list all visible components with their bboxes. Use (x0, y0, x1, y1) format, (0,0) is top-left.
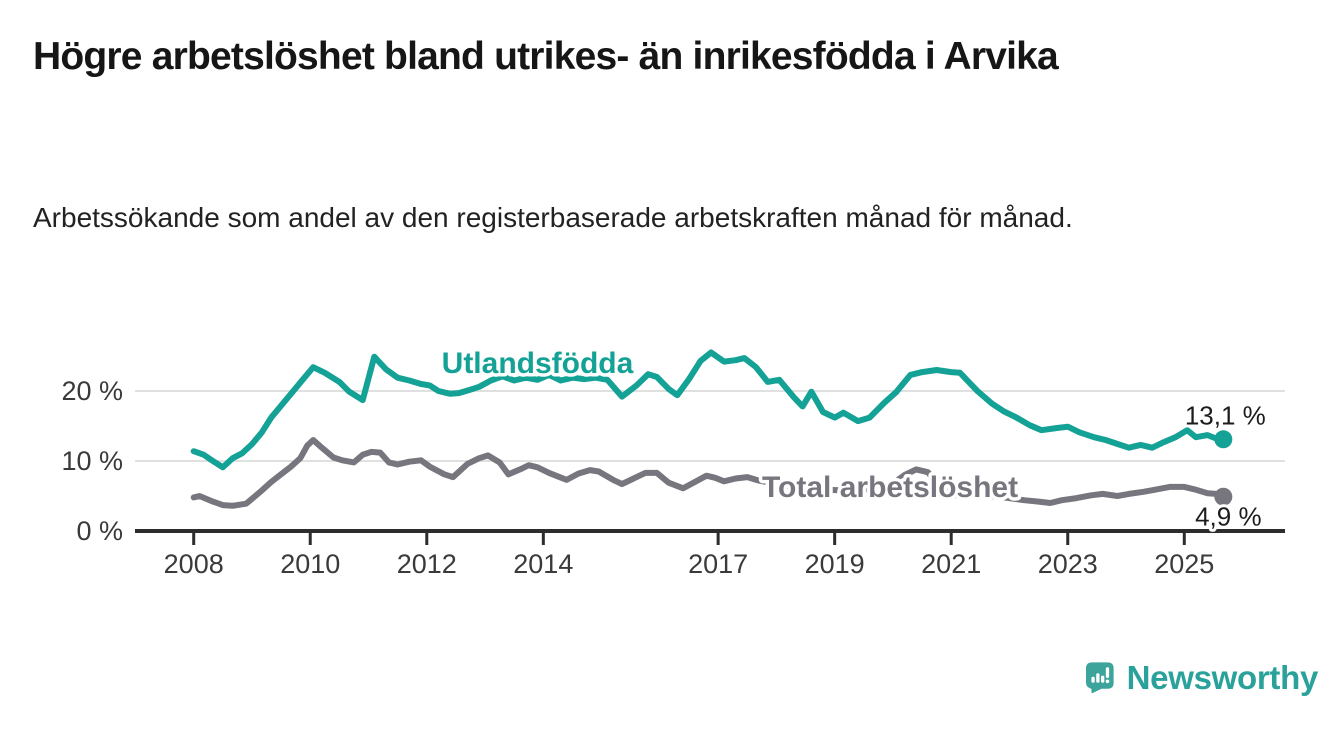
x-tick-label: 2021 (921, 549, 981, 579)
series-line-utlandsfodda (190, 349, 1227, 471)
x-tick-label: 2025 (1154, 549, 1214, 579)
speech-bubble-bar-chart-icon (1086, 662, 1114, 694)
x-tick-label: 2008 (164, 549, 224, 579)
page-title: Högre arbetslöshet bland utrikes- än inr… (33, 35, 1059, 78)
series-end-dot-total-arbetsloshet (1214, 487, 1233, 506)
y-tick-label: 10 % (61, 446, 123, 476)
newsworthy-logo: Newsworthy (1086, 652, 1318, 704)
series-end-dot-utlandsfodda (1214, 430, 1233, 449)
series-label-total-arbetsloshet: Total arbetslöshet (762, 471, 1018, 504)
series-end-value-label-utlandsfodda: 13,1 % (1185, 400, 1266, 430)
chart-subtitle: Arbetssökande som andel av den registerb… (33, 202, 1073, 233)
y-tick-label: 20 % (61, 376, 123, 406)
y-tick-label: 0 % (76, 516, 123, 546)
x-tick-label: 2010 (280, 549, 340, 579)
x-tick-label: 2012 (397, 549, 457, 579)
x-tick-label: 2019 (805, 549, 865, 579)
series-line-total-arbetsloshet (190, 437, 1227, 509)
newsworthy-wordmark: Newsworthy (1126, 659, 1319, 696)
series-end-value-label-total-arbetsloshet: 4,9 % (1195, 502, 1262, 532)
x-tick-label: 2014 (513, 549, 573, 579)
x-tick-label: 2017 (688, 549, 748, 579)
x-tick-label: 2023 (1038, 549, 1098, 579)
series-label-utlandsfodda: Utlandsfödda (442, 347, 634, 380)
